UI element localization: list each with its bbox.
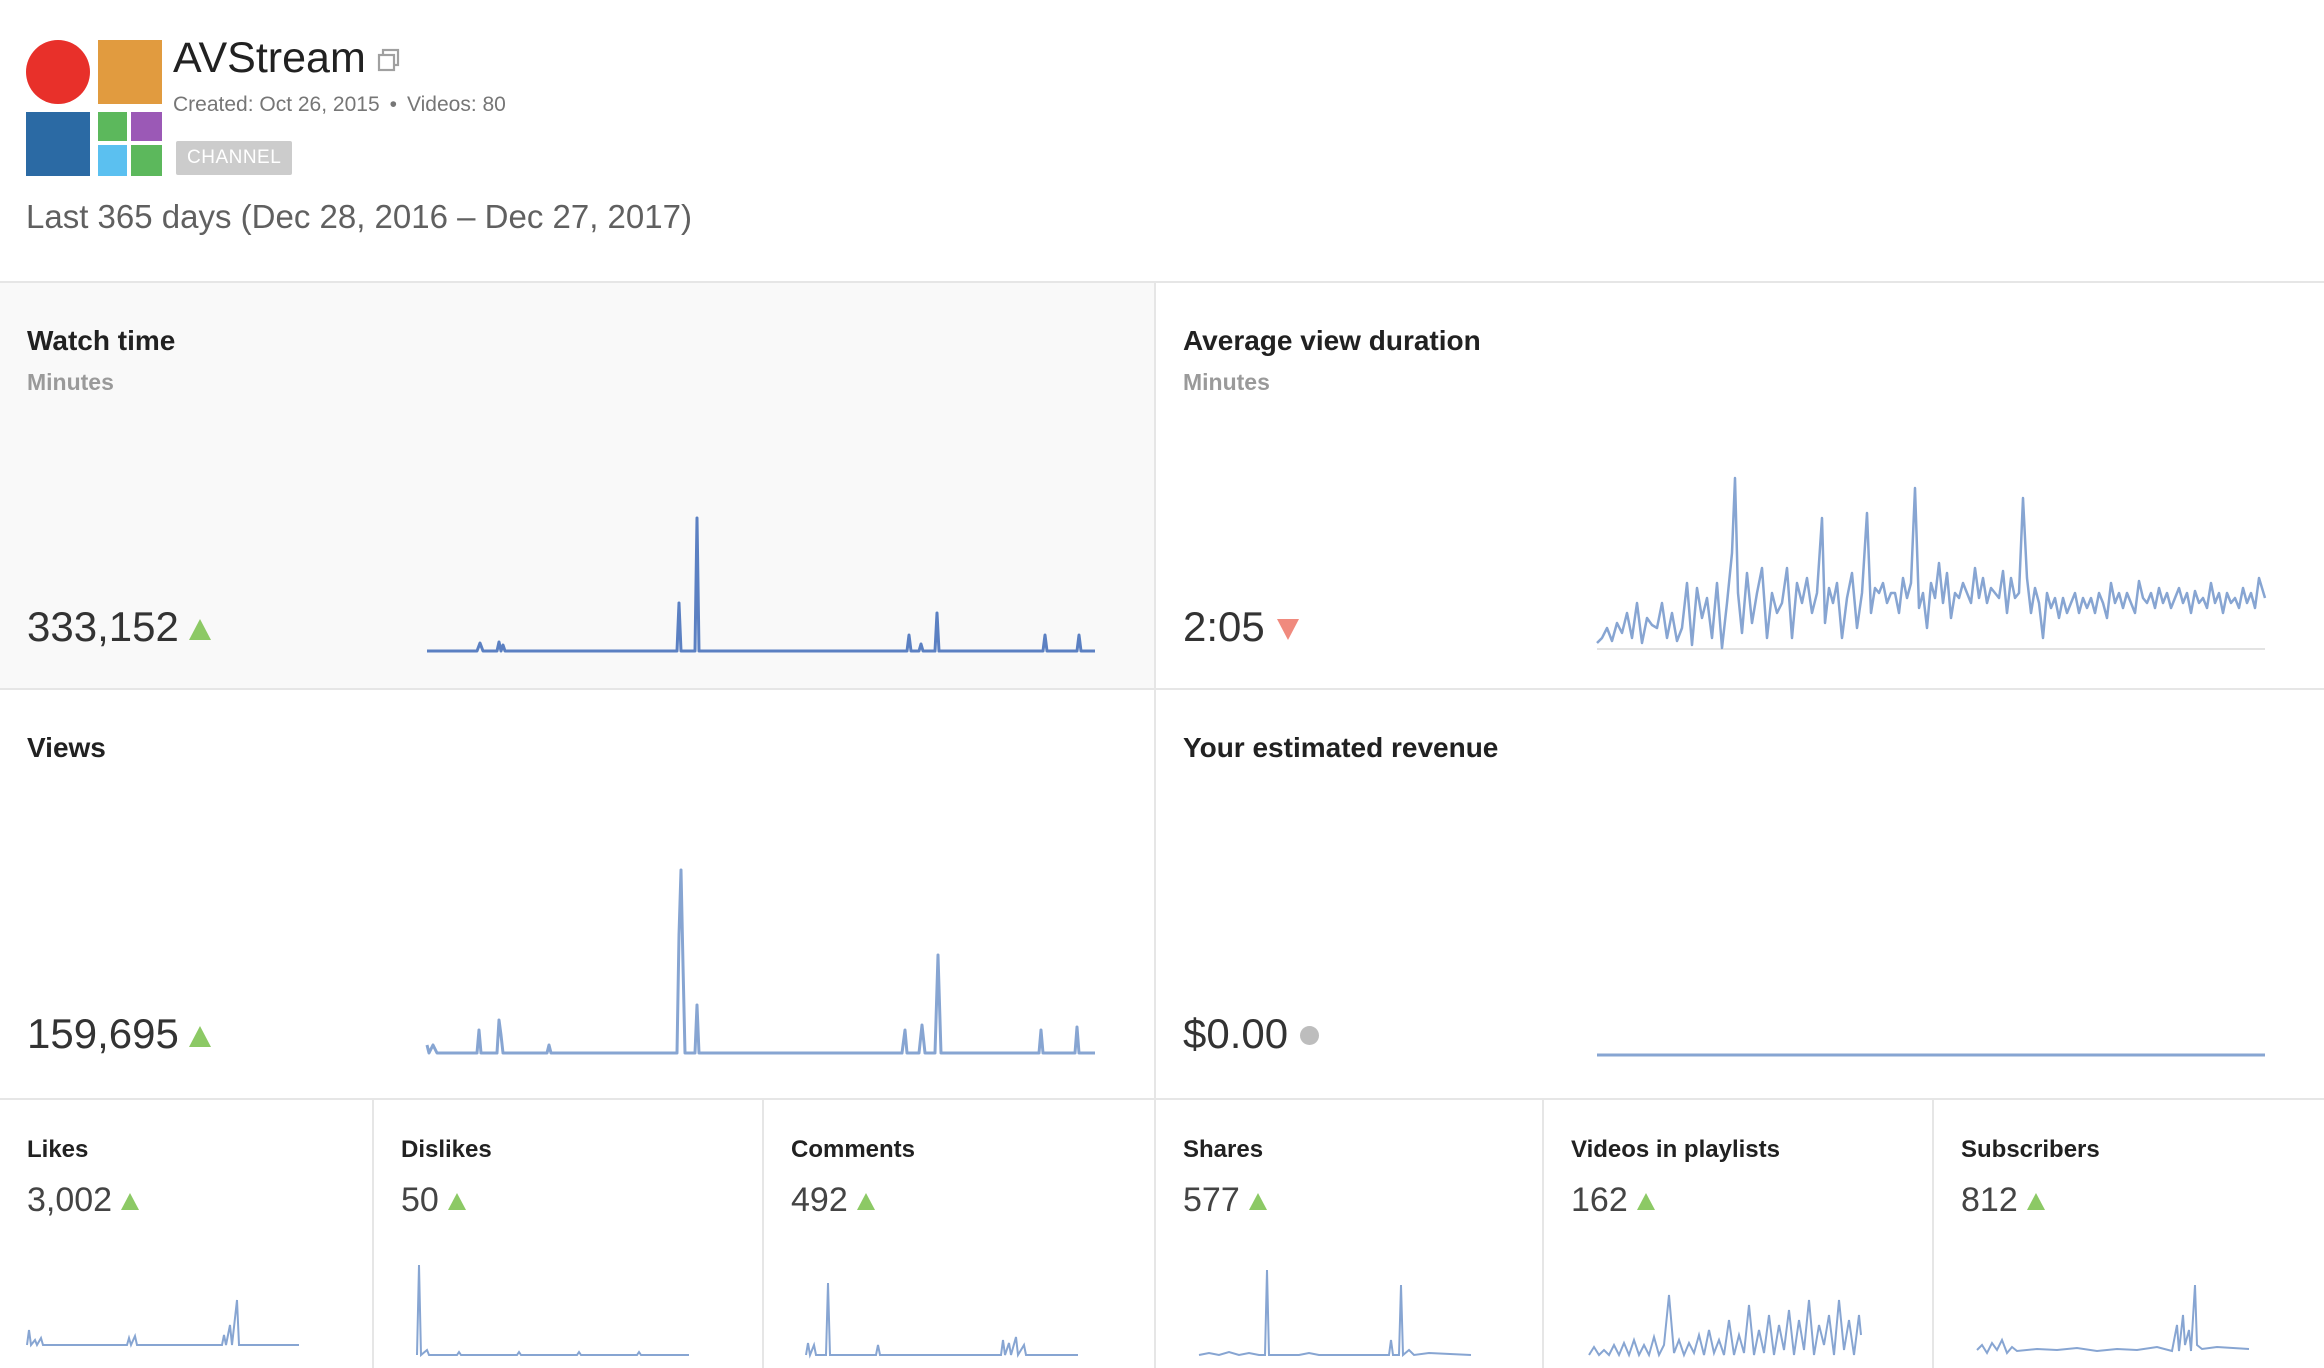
shares-value-row: 577 [1183,1181,1267,1220]
trend-neutral-icon [1300,1026,1320,1045]
revenue-card[interactable]: Your estimated revenue $0.00 [1156,690,2324,1098]
watch-time-unit: Minutes [27,369,114,395]
dislikes-card[interactable]: Dislikes 50 [374,1100,762,1368]
watch-time-sparkline [427,516,1095,653]
comments-value: 492 [791,1181,848,1219]
avg-view-duration-card[interactable]: Average view duration Minutes 2:05 [1156,283,2324,688]
likes-title: Likes [27,1136,89,1163]
trend-up-icon [121,1193,140,1210]
trend-down-icon [1276,619,1299,640]
logo-red-circle [26,40,90,104]
dislikes-title: Dislikes [401,1136,492,1163]
shares-line [1198,1269,1472,1358]
dislikes-value: 50 [401,1181,439,1219]
trend-up-icon [188,1026,211,1047]
logo-green-square [98,112,127,141]
videos-in-playlists-value: 162 [1571,1181,1628,1219]
watch-time-value: 333,152 [27,603,179,650]
divider-vertical-5 [1932,1100,1934,1368]
channel-logo [26,40,162,176]
comments-value-row: 492 [791,1181,875,1220]
videos-in-playlists-sparkline [1588,1294,1862,1358]
comments-sparkline [805,1282,1078,1359]
revenue-value-row: $0.00 [1183,1010,1320,1058]
shares-title: Shares [1183,1136,1264,1163]
revenue-value: $0.00 [1183,1010,1289,1057]
divider-vertical-4 [1542,1100,1544,1368]
views-line [425,868,1095,1055]
video-count: Videos: 80 [407,93,506,116]
watch-time-title: Watch time [27,325,176,356]
channel-header: AVStream Created: Oct 26, 2015 • Videos: 8… [0,0,2324,282]
divider-vertical-center [1154,283,1156,1368]
divider-top [0,281,2324,283]
subscribers-card[interactable]: Subscribers 812 [1934,1100,2324,1368]
shares-sparkline [1198,1269,1472,1358]
watch-time-line [427,516,1095,653]
trend-up-icon [188,619,211,640]
trend-up-icon [1636,1193,1655,1210]
revenue-title: Your estimated revenue [1183,732,1499,763]
subscribers-line [1976,1284,2250,1356]
comments-line [805,1282,1078,1359]
channel-name[interactable]: AVStream [173,34,366,82]
views-title: Views [27,732,106,763]
dislikes-sparkline [416,1264,689,1358]
watch-time-value-row: 333,152 [27,603,211,651]
dislikes-line [416,1264,689,1358]
videos-in-playlists-value-row: 162 [1571,1181,1655,1220]
divider-middle [0,688,2324,690]
shares-value: 577 [1183,1181,1240,1219]
trend-up-icon [447,1193,466,1210]
avg-view-duration-value: 2:05 [1183,603,1265,650]
comments-card[interactable]: Comments 492 [764,1100,1154,1368]
date-range: Last 365 days (Dec 28, 2016 – Dec 27, 20… [26,198,692,235]
channel-badge: CHANNEL [176,141,293,175]
divider-bottom [0,1098,2324,1100]
channel-meta: Created: Oct 26, 2015 • Videos: 80 [173,93,506,117]
likes-sparkline [26,1299,299,1348]
logo-orange-square [98,40,162,104]
videos-in-playlists-line [1588,1294,1862,1358]
likes-line [26,1299,299,1348]
created-date: Created: Oct 26, 2015 [173,93,380,116]
views-card[interactable]: Views 159,695 [0,690,1154,1098]
likes-value: 3,002 [27,1181,113,1219]
external-link-icon[interactable] [376,47,402,73]
shares-card[interactable]: Shares 577 [1156,1100,1542,1368]
avg-view-duration-value-row: 2:05 [1183,603,1299,651]
divider-vertical-1 [372,1100,374,1368]
trend-up-icon [1248,1193,1267,1210]
logo-purple-square [131,112,162,141]
trend-up-icon [2026,1193,2045,1210]
views-value: 159,695 [27,1010,179,1057]
logo-lightblue-square [98,145,127,176]
comments-title: Comments [791,1136,916,1163]
likes-card[interactable]: Likes 3,002 [0,1100,372,1368]
likes-value-row: 3,002 [27,1181,140,1220]
logo-green-square-2 [131,145,162,176]
avg-view-duration-line [1596,476,2267,650]
subscribers-value: 812 [1961,1181,2018,1219]
views-value-row: 159,695 [27,1010,211,1058]
subscribers-sparkline [1976,1284,2250,1356]
avg-view-duration-title: Average view duration [1183,325,1481,356]
videos-in-playlists-title: Videos in playlists [1571,1136,1780,1163]
trend-up-icon [856,1193,875,1210]
dislikes-value-row: 50 [401,1181,466,1220]
subscribers-value-row: 812 [1961,1181,2045,1220]
meta-separator: • [389,93,397,116]
revenue-sparkline [1597,1053,2265,1057]
views-sparkline [425,868,1095,1055]
subscribers-title: Subscribers [1961,1136,2100,1163]
avg-view-duration-unit: Minutes [1183,369,1270,395]
divider-vertical-2 [762,1100,764,1368]
watch-time-card[interactable]: Watch time Minutes 333,152 [0,283,1154,688]
logo-blue-square [26,112,90,176]
avg-view-duration-sparkline [1596,476,2267,650]
videos-in-playlists-card[interactable]: Videos in playlists 162 [1544,1100,1932,1368]
